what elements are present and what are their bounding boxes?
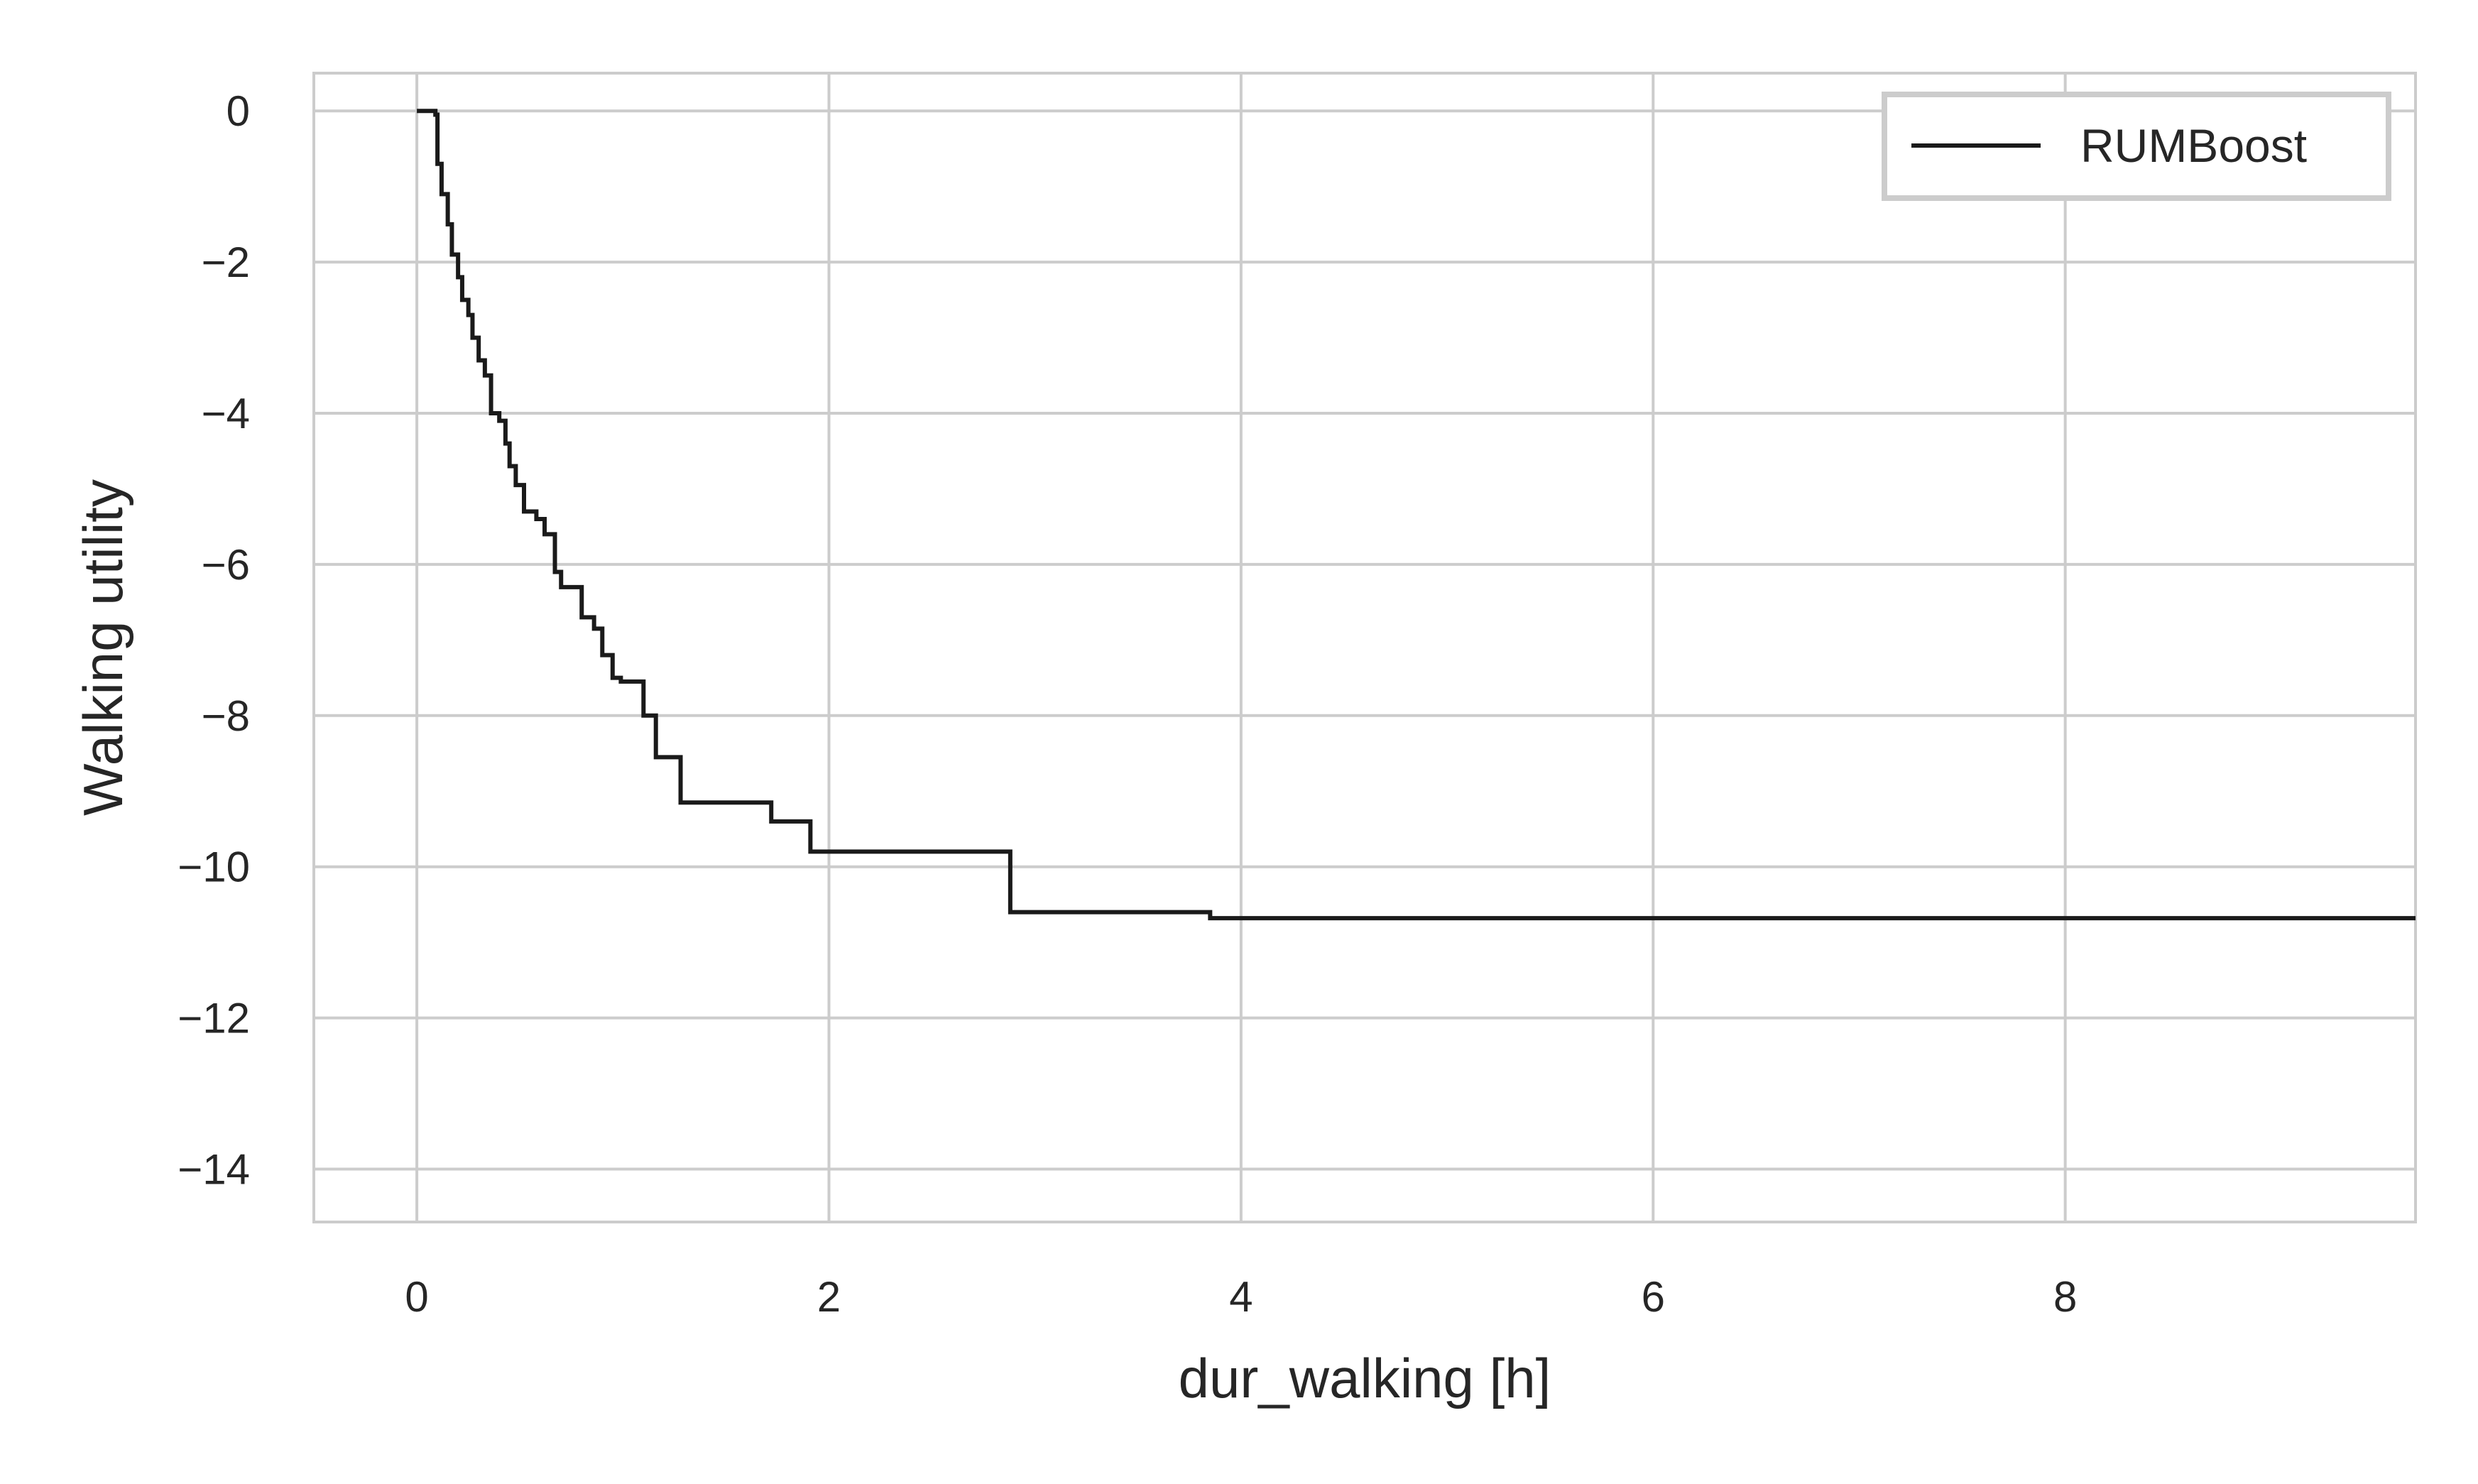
y-tick-label: −8 bbox=[202, 692, 250, 740]
legend-label-rumboost: RUMBoost bbox=[2080, 119, 2307, 172]
y-tick-label: −12 bbox=[178, 995, 250, 1042]
x-axis-label: dur_walking [h] bbox=[1179, 1347, 1551, 1409]
y-tick-label: 0 bbox=[226, 87, 250, 135]
x-tick-label: 0 bbox=[405, 1273, 428, 1321]
x-tick-label: 6 bbox=[1642, 1273, 1665, 1321]
y-tick-label: −4 bbox=[202, 390, 250, 437]
y-tick-label: −10 bbox=[178, 844, 250, 891]
y-axis-ticks: 0 −2 −4 −6 −8 −10 −12 −14 bbox=[178, 87, 250, 1193]
x-tick-label: 8 bbox=[2053, 1273, 2077, 1321]
grid bbox=[314, 73, 2416, 1222]
x-tick-label: 2 bbox=[817, 1273, 841, 1321]
series-layer bbox=[417, 109, 2416, 921]
y-axis-label: Walking utility bbox=[72, 479, 134, 816]
legend: RUMBoost bbox=[1882, 92, 2391, 201]
x-tick-label: 4 bbox=[1229, 1273, 1252, 1321]
series-line-rumboost bbox=[417, 109, 2416, 921]
y-tick-label: −2 bbox=[202, 239, 250, 286]
y-tick-label: −14 bbox=[178, 1145, 250, 1193]
y-tick-label: −6 bbox=[202, 541, 250, 589]
plot-frame bbox=[312, 72, 2417, 1223]
x-axis-ticks: 0 2 4 6 8 bbox=[405, 1273, 2077, 1321]
